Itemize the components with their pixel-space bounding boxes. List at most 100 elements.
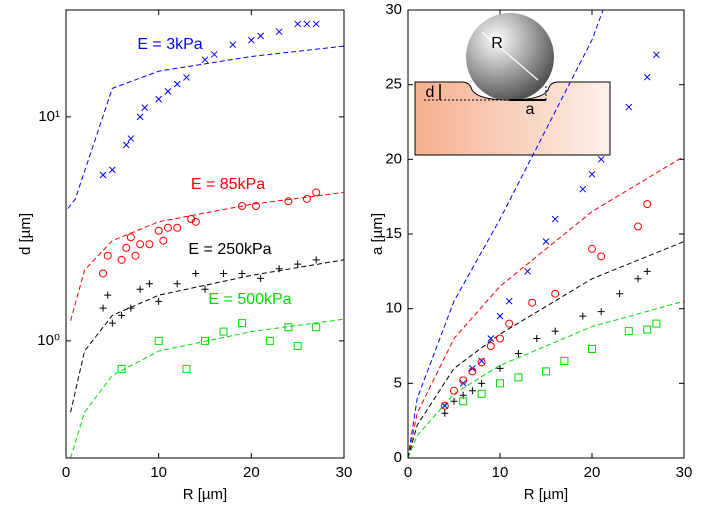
- marker: [154, 336, 163, 345]
- marker: [459, 379, 467, 387]
- inset: Rd a: [414, 13, 611, 156]
- marker: [643, 325, 652, 334]
- marker: [104, 291, 112, 299]
- marker: [275, 265, 283, 273]
- panel: 0 10 20 30 10⁰ 10¹ R [µm] d [µm] E = 3kPa E = 85k…: [17, 9, 353, 503]
- marker: [616, 290, 624, 298]
- marker: [597, 252, 606, 261]
- marker: [294, 260, 302, 268]
- marker: [238, 269, 246, 277]
- marker: [99, 304, 107, 312]
- marker: [478, 357, 485, 365]
- marker: [653, 51, 660, 59]
- marker: [99, 171, 107, 179]
- marker: [643, 200, 652, 209]
- marker: [126, 233, 135, 242]
- x-tick-label: 10: [150, 464, 167, 481]
- plot-area: [67, 20, 344, 458]
- marker: [257, 32, 264, 40]
- marker: [533, 335, 541, 343]
- marker: [141, 104, 149, 111]
- marker: [312, 256, 320, 264]
- marker: [652, 319, 661, 328]
- marker: [579, 312, 587, 320]
- x-tick-label: 0: [404, 464, 412, 481]
- radius-arrow: [481, 31, 539, 81]
- marker: [257, 274, 265, 282]
- marker: [441, 409, 449, 417]
- marker: [486, 342, 495, 350]
- series-label: E = 500kPa: [208, 291, 291, 308]
- fit-curve: [408, 241, 684, 458]
- marker: [514, 349, 522, 357]
- plot-area: [408, 10, 684, 458]
- x-axis-label: R [µm]: [524, 486, 568, 503]
- marker: [588, 344, 596, 353]
- marker: [468, 367, 477, 376]
- marker: [528, 298, 537, 307]
- marker: [588, 170, 596, 178]
- marker: [477, 358, 486, 367]
- marker: [293, 341, 302, 350]
- sphere: [466, 13, 554, 101]
- y-tick-label: 25: [385, 76, 402, 93]
- marker: [103, 251, 112, 260]
- marker: [117, 364, 126, 373]
- axes-frame: [407, 9, 685, 459]
- fit-curve: [70, 191, 344, 321]
- axes-frame: [65, 9, 345, 459]
- marker: [229, 41, 237, 49]
- marker: [459, 376, 468, 385]
- marker: [136, 113, 144, 121]
- fit-curve: [408, 155, 684, 458]
- marker: [496, 312, 504, 320]
- marker: [579, 185, 587, 193]
- marker: [247, 36, 255, 44]
- marker: [187, 215, 196, 224]
- marker: [450, 386, 458, 395]
- fit-curve: [70, 259, 344, 413]
- marker: [238, 319, 247, 328]
- marker: [118, 311, 126, 319]
- marker: [440, 401, 449, 410]
- fit-curve: [70, 318, 344, 458]
- marker: [312, 20, 320, 28]
- marker: [122, 141, 130, 149]
- marker: [312, 323, 321, 332]
- marker: [643, 267, 651, 275]
- marker: [201, 285, 209, 293]
- marker: [265, 336, 274, 345]
- marker: [251, 202, 260, 211]
- marker: [625, 103, 633, 111]
- marker: [210, 51, 218, 58]
- marker: [551, 289, 560, 298]
- y-tick-label: 0: [394, 449, 402, 466]
- marker: [560, 356, 569, 365]
- marker: [496, 379, 504, 388]
- marker: [505, 297, 513, 305]
- marker: [192, 269, 200, 277]
- y-tick-label: 10¹: [38, 108, 60, 125]
- x-axis-label: R [µm]: [183, 486, 227, 503]
- marker: [155, 297, 163, 305]
- inset-label: d: [426, 84, 435, 101]
- marker: [173, 80, 181, 88]
- fit-curve: [67, 45, 344, 209]
- marker: [238, 202, 247, 211]
- marker: [163, 223, 172, 232]
- marker: [303, 20, 311, 28]
- marker: [524, 267, 531, 275]
- x-tick-label: 30: [676, 464, 693, 481]
- marker: [468, 387, 476, 395]
- x-tick-label: 0: [62, 464, 70, 481]
- marker: [542, 367, 550, 376]
- marker: [201, 56, 209, 64]
- marker: [477, 389, 486, 398]
- marker: [496, 334, 504, 343]
- inset-label: a: [526, 101, 535, 118]
- marker: [487, 335, 495, 342]
- marker: [624, 327, 633, 336]
- y-tick-label: 10: [385, 300, 402, 317]
- x-tick-label: 30: [336, 464, 353, 481]
